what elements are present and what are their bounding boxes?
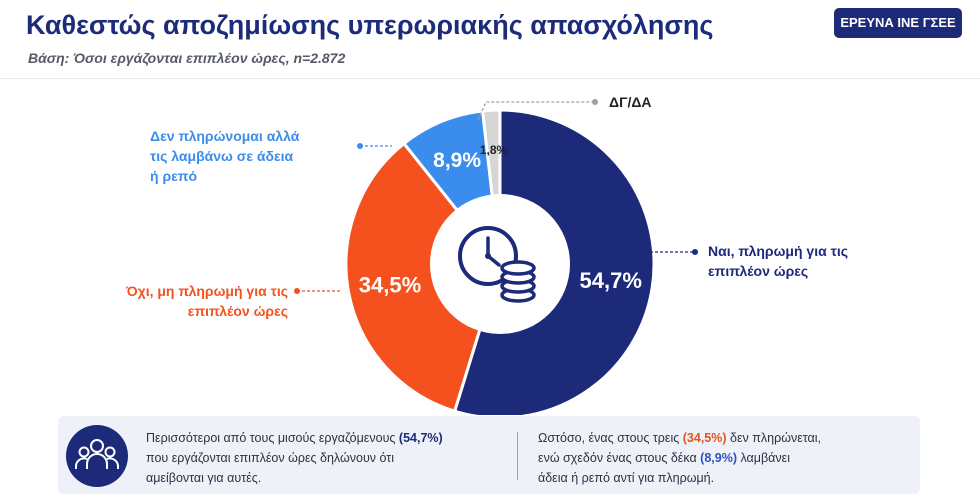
slice-dk-value-label: 1,8%	[480, 143, 508, 157]
summary-left-text: Περισσότεροι από τους μισούς εργαζόμενου…	[146, 428, 506, 488]
callout-leave: Δεν πληρώνομαι αλλά τις λαμβάνω σε άδεια…	[150, 126, 299, 186]
callout-yes: Ναι, πληρωμή για τις επιπλέον ώρες	[708, 241, 848, 281]
summary-separator	[517, 432, 518, 480]
slice-yes-value-label: 54,7%	[580, 268, 642, 293]
summary-left-d: αμείβονται για αυτές.	[146, 468, 506, 488]
summary-right-c: δεν πληρώνεται,	[727, 431, 821, 445]
summary-right-g: άδεια ή ρεπό αντί για πληρωμή.	[538, 468, 908, 488]
callout-yes-line1: Ναι, πληρωμή για τις	[708, 241, 848, 261]
summary-right-f: λαμβάνει	[737, 451, 790, 465]
slice-leave-value-label: 8,9%	[433, 149, 481, 172]
callout-no-line2: επιπλέον ώρες	[96, 301, 288, 321]
summary-right-e: (8,9%)	[700, 451, 737, 465]
callout-leave-line3: ή ρεπό	[150, 166, 299, 186]
callout-yes-line2: επιπλέον ώρες	[708, 261, 848, 281]
summary-left-a: Περισσότεροι από τους μισούς εργαζόμενου…	[146, 431, 399, 445]
donut-chart: 54,7% 34,5% 8,9%1,8%	[0, 0, 980, 415]
callout-dk: ΔΓ/ΔΑ	[609, 92, 652, 112]
summary-right-d: ενώ σχεδόν ένας στους δέκα	[538, 451, 700, 465]
callout-no: Όχι, μη πληρωμή για τις επιπλέον ώρες	[96, 281, 288, 321]
callout-leave-line2: τις λαμβάνω σε άδεια	[150, 146, 299, 166]
group-people-icon	[66, 425, 128, 487]
summary-right-b: (34,5%)	[683, 431, 727, 445]
summary-left-c: που εργάζονται επιπλέον ώρες δηλώνουν ότ…	[146, 448, 506, 468]
callout-no-line1: Όχι, μη πληρωμή για τις	[96, 281, 288, 301]
summary-right-a: Ωστόσο, ένας στους τρεις	[538, 431, 683, 445]
slice-no-value-label: 34,5%	[359, 272, 421, 297]
callout-leave-line1: Δεν πληρώνομαι αλλά	[150, 126, 299, 146]
summary-left-b: (54,7%)	[399, 431, 443, 445]
summary-panel: Περισσότεροι από τους μισούς εργαζόμενου…	[58, 416, 920, 494]
summary-right-text: Ωστόσο, ένας στους τρεις (34,5%) δεν πλη…	[538, 428, 908, 488]
